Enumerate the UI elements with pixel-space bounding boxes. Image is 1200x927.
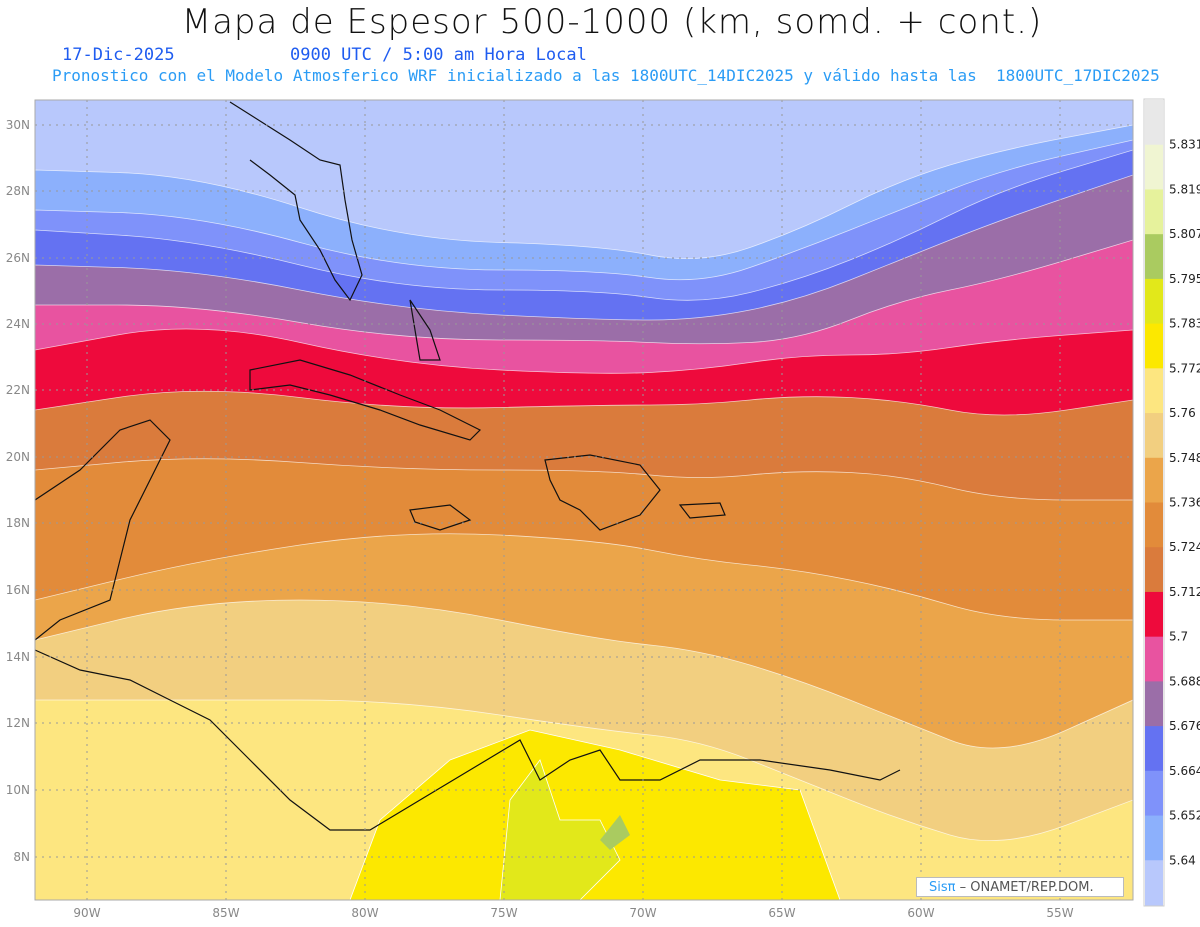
colorbar-label: 5.783: [1169, 317, 1200, 331]
colorbar-swatch: [1145, 770, 1163, 817]
credit-box: Sisπ – ONAMET/REP.DOM.: [916, 877, 1124, 897]
model-description: Pronostico con el Modelo Atmosferico WRF…: [52, 66, 1160, 85]
colorbar-swatch: [1145, 234, 1163, 280]
lon-label: 85W: [212, 906, 239, 920]
colorbar-swatch: [1145, 547, 1163, 593]
colorbar-swatch: [1145, 502, 1163, 548]
colorbar-label: 5.76: [1169, 406, 1196, 420]
colorbar-label: 5.676: [1169, 719, 1200, 733]
colorbar-label: 5.748: [1169, 451, 1200, 465]
map-frame: [34, 99, 1134, 901]
lat-label: 14N: [6, 650, 30, 664]
lon-label: 65W: [768, 906, 795, 920]
credit-text: – ONAMET/REP.DOM.: [959, 880, 1094, 895]
colorbar-label: 5.664: [1169, 764, 1200, 778]
colorbar: 5.831 5.819 5.807 5.795 5.783 5.772 5.76 5.748 5…: [1143, 98, 1200, 907]
thickness-band: [499, 759, 621, 900]
colorbar-label: 5.772: [1169, 361, 1200, 375]
lat-label: 24N: [6, 317, 30, 331]
lat-label: 22N: [6, 383, 30, 397]
colorbar-swatch: [1145, 144, 1163, 190]
colorbar-label: 5.688: [1169, 674, 1200, 688]
sispi-logo: Sisπ: [929, 880, 956, 895]
colorbar-swatch: [1145, 413, 1163, 459]
colorbar-swatch: [1145, 815, 1163, 861]
lat-label: 28N: [6, 184, 30, 198]
lat-label: 10N: [6, 783, 30, 797]
lat-label: 12N: [6, 716, 30, 730]
map-title: Mapa de Espesor 500-1000 (km, somd. + co…: [181, 2, 1043, 42]
forecast-time: 0900 UTC / 5:00 am Hora Local: [290, 45, 587, 65]
lat-label: 30N: [6, 118, 30, 132]
lat-label: 20N: [6, 450, 30, 464]
colorbar-label: 5.831: [1169, 138, 1200, 152]
colorbar-swatch: [1145, 100, 1163, 146]
colorbar-swatch: [1145, 323, 1163, 369]
colorbar-swatch: [1145, 368, 1163, 414]
lon-label: 75W: [490, 906, 517, 920]
lon-label: 80W: [351, 906, 378, 920]
colorbar-swatch: [1145, 591, 1163, 638]
colorbar-swatch: [1145, 189, 1163, 235]
colorbar-label: 5.652: [1169, 809, 1200, 823]
forecast-date: 17-Dic-2025: [62, 45, 175, 65]
colorbar-label: 5.712: [1169, 585, 1200, 599]
lon-label: 60W: [907, 906, 934, 920]
colorbar-label: 5.64: [1169, 853, 1196, 867]
colorbar-swatch: [1145, 860, 1163, 906]
colorbar-swatch: [1145, 726, 1163, 772]
colorbar-swatch: [1145, 457, 1163, 503]
lon-label: 90W: [73, 906, 100, 920]
lat-label: 18N: [6, 516, 30, 530]
colorbar-label: 5.724: [1169, 540, 1200, 554]
thickness-band: [600, 815, 630, 850]
lon-label: 55W: [1046, 906, 1073, 920]
graticule: [35, 100, 1133, 900]
thickness-band: [349, 729, 841, 900]
colorbar-swatch: [1145, 278, 1163, 325]
colorbar-label: 5.795: [1169, 272, 1200, 286]
lat-label: 8N: [13, 850, 30, 864]
colorbar-label: 5.736: [1169, 496, 1200, 510]
thickness-contour-fill: [35, 100, 1133, 900]
lat-label: 16N: [6, 583, 30, 597]
lat-label: 26N: [6, 251, 30, 265]
lon-label: 70W: [629, 906, 656, 920]
coastlines: [35, 101, 901, 831]
colorbar-label: 5.7: [1169, 630, 1188, 644]
colorbar-label: 5.807: [1169, 227, 1200, 241]
colorbar-swatch: [1145, 681, 1163, 727]
colorbar-swatch: [1145, 636, 1163, 682]
colorbar-label: 5.819: [1169, 182, 1200, 196]
